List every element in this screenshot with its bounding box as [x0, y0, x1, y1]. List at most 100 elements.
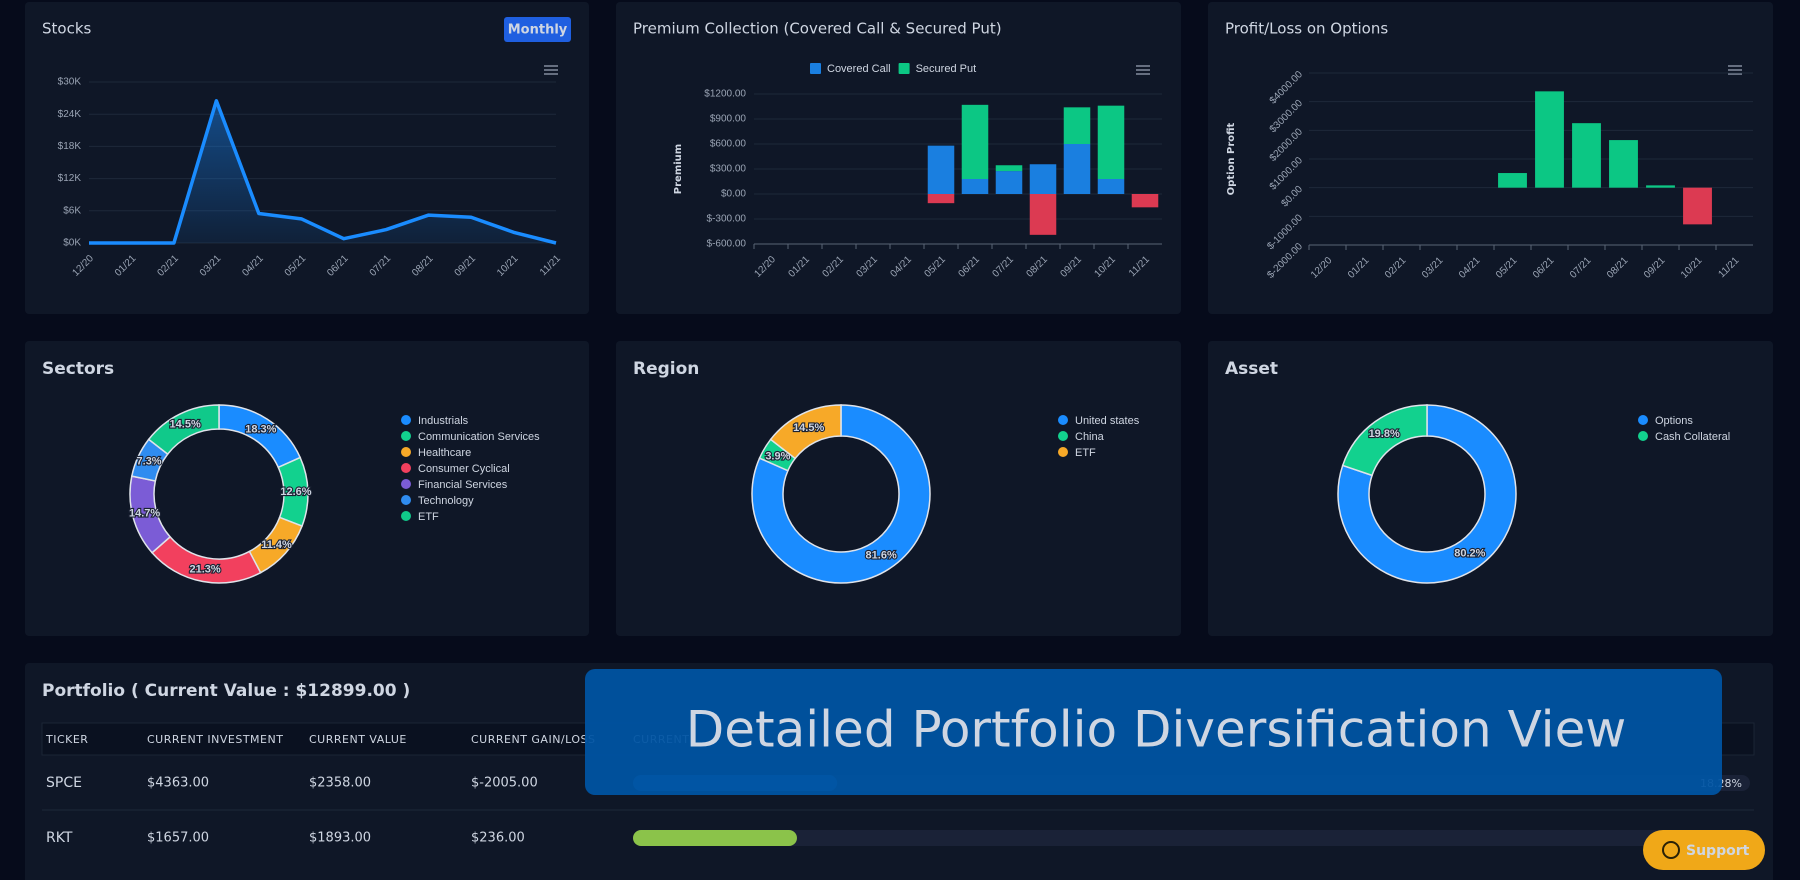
portfolio-title: Portfolio ( Current Value : $12899.00 ) [42, 681, 410, 701]
legend-label[interactable]: Technology [418, 495, 474, 507]
legend-label[interactable]: Financial Services [418, 479, 508, 491]
bar [961, 104, 989, 179]
slice-label: 81.6% [866, 549, 897, 561]
legend-label[interactable]: Consumer Cyclical [418, 463, 510, 475]
y-tick-label: $600.00 [710, 139, 747, 150]
legend-marker[interactable] [401, 415, 411, 425]
legend-marker[interactable] [401, 431, 411, 441]
y-tick-label: $0.00 [721, 189, 746, 200]
slice-label: 7.3% [137, 456, 162, 468]
slice-label: 14.7% [129, 508, 160, 520]
slice-label: 11.4% [261, 539, 292, 551]
y-tick-label: $6K [63, 205, 81, 216]
slice-label: 21.3% [189, 564, 220, 576]
legend-marker[interactable] [1638, 431, 1648, 441]
bar [1609, 140, 1638, 188]
y-tick-label: $300.00 [710, 164, 747, 175]
y-tick-label: $12K [58, 173, 82, 184]
donut-slice [751, 404, 931, 584]
legend-label[interactable]: Industrials [418, 415, 469, 427]
table-cell: SPCE [46, 775, 82, 791]
legend-marker[interactable] [1638, 415, 1648, 425]
bar [1063, 144, 1091, 194]
legend-label[interactable]: ETF [418, 511, 439, 523]
line [89, 99, 557, 245]
donut-slice [769, 404, 842, 460]
legend-swatch[interactable] [810, 63, 821, 74]
legend-marker[interactable] [401, 447, 411, 457]
card: Region 81.6% United states 3.9% China 14.5% ET… [616, 341, 1181, 636]
legend-label[interactable]: Communication Services [418, 431, 540, 443]
y-tick-label: $18K [58, 141, 82, 152]
table-header: CURRENT VALUE [309, 733, 407, 746]
bar [927, 145, 955, 194]
slice-label: 12.6% [280, 486, 311, 498]
legend-label[interactable]: ETF [1075, 447, 1096, 459]
bar [927, 194, 955, 204]
legend-marker[interactable] [401, 479, 411, 489]
legend-label[interactable]: United states [1075, 415, 1140, 427]
legend-label[interactable]: Healthcare [418, 447, 471, 459]
card-title: Premium Collection (Covered Call & Secur… [633, 20, 1002, 38]
legend-label[interactable]: China [1075, 431, 1105, 443]
card-bg [1208, 2, 1773, 314]
legend-marker[interactable] [401, 495, 411, 505]
bar [961, 179, 989, 194]
slice-label: 18.3% [245, 423, 276, 435]
y-tick-label: $900.00 [710, 114, 747, 125]
bar [1498, 173, 1527, 188]
legend-marker[interactable] [1058, 447, 1068, 457]
period-button[interactable] [504, 17, 571, 42]
legend-label[interactable]: Cash Collateral [1655, 431, 1730, 443]
support-icon[interactable] [1662, 841, 1680, 859]
y-axis-title: Premium [673, 144, 684, 194]
bar [1683, 187, 1712, 225]
table-cell: RKT [46, 830, 73, 846]
legend-label[interactable]: Secured Put [916, 63, 977, 75]
bar [995, 165, 1023, 172]
table-cell: $-2005.00 [471, 776, 538, 791]
bar [1646, 185, 1675, 188]
legend-marker[interactable] [1058, 431, 1068, 441]
slice-label: 14.5% [793, 422, 824, 434]
legend-swatch[interactable] [898, 63, 910, 74]
legend-marker[interactable] [401, 511, 411, 521]
table-cell: $2358.00 [309, 776, 371, 791]
bar [1535, 91, 1564, 188]
y-tick-label: $1200.00 [704, 89, 746, 100]
support-button[interactable] [1643, 830, 1765, 870]
legend-marker[interactable] [401, 463, 411, 473]
donut-slice [147, 404, 220, 456]
table-header: CURRENT GAIN/LOSS [471, 733, 596, 746]
support-label[interactable]: Support [1686, 843, 1750, 859]
bar [995, 171, 1023, 194]
card: Sectors 18.3% Industrials 12.6% Communicatio… [25, 341, 589, 636]
legend-label[interactable]: Covered Call [827, 63, 891, 75]
banner-bg [585, 669, 1722, 795]
allocation-track [633, 830, 1750, 846]
allocation-bar [633, 830, 797, 846]
y-tick-label: $24K [58, 109, 82, 120]
donut-slice [1341, 404, 1428, 477]
bar [1131, 194, 1159, 208]
legend-label[interactable]: Options [1655, 415, 1693, 427]
card-title: Region [633, 359, 699, 379]
card: Premium Collection (Covered Call & Secur… [616, 2, 1181, 314]
y-tick-label: $-300.00 [707, 214, 747, 225]
table-cell: $1893.00 [309, 831, 371, 846]
bar [1029, 164, 1057, 194]
card-title: Asset [1225, 359, 1278, 379]
card-bg [616, 2, 1181, 314]
bar [1097, 105, 1125, 179]
table-cell: $4363.00 [147, 776, 209, 791]
slice-label: 80.2% [1454, 548, 1485, 560]
legend-marker[interactable] [1058, 415, 1068, 425]
table-header: TICKER [45, 733, 88, 746]
period-button-label[interactable]: Monthly [508, 23, 568, 38]
y-tick-label: $30K [58, 77, 82, 88]
bar [1572, 123, 1601, 188]
slice-label: 19.8% [1369, 428, 1400, 440]
